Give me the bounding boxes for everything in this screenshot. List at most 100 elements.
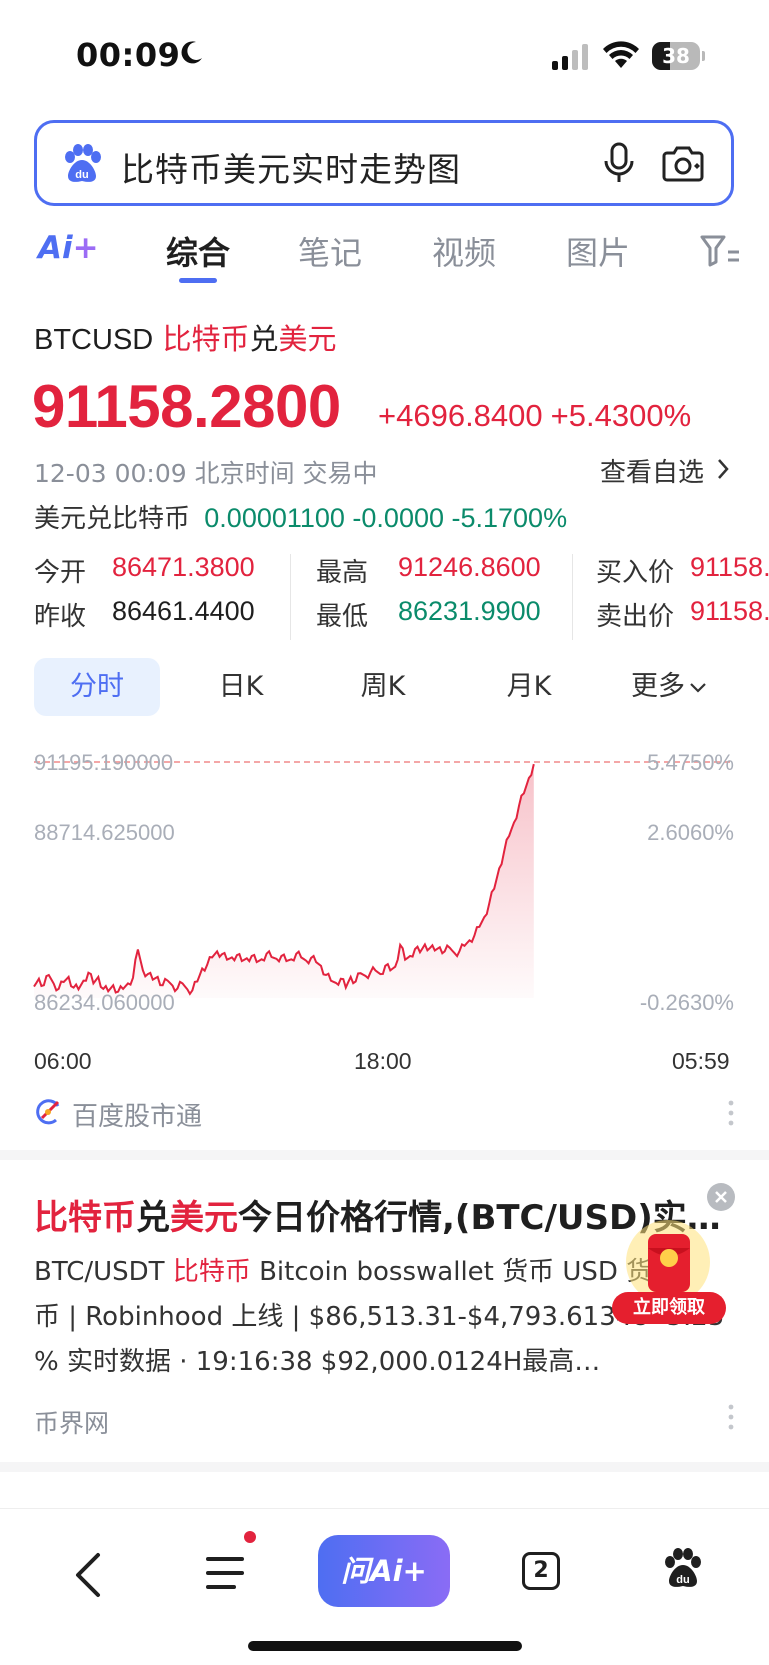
- period-tab-weekly[interactable]: 周K: [360, 671, 406, 702]
- chevron-down-icon: [690, 682, 706, 693]
- change-percent: +5.4300%: [550, 398, 692, 433]
- x-tick: 06:00: [34, 1048, 92, 1074]
- status-time: 00:09: [76, 36, 181, 74]
- moon-icon: [181, 41, 202, 64]
- high-value: 91246.8600: [398, 552, 541, 582]
- snippet-line-1: BTC/USDT 比特币 Bitcoin bosswallet 货币 USD 货: [34, 1250, 734, 1295]
- period-tab-monthly[interactable]: 月K: [506, 671, 552, 702]
- result-snippet: BTC/USDT 比特币 Bitcoin bosswallet 货币 USD 货…: [34, 1250, 734, 1385]
- close-icon[interactable]: [706, 1182, 736, 1212]
- red-packet-icon[interactable]: [610, 1218, 726, 1324]
- result-title-link[interactable]: 比特币兑美元今日价格行情,(BTC/USD)实…: [34, 1190, 734, 1239]
- price-chart[interactable]: 91195.190000 88714.625000 86234.060000 5…: [0, 740, 769, 1080]
- ask-ai-button[interactable]: 问Ai+: [318, 1535, 450, 1607]
- tab-ai[interactable]: Ai+: [38, 230, 99, 266]
- snippet-line-3: % 实时数据 · 19:16:38 $92,000.0124H最高…: [34, 1347, 601, 1377]
- stock-connect-logo-icon: [36, 1099, 60, 1125]
- period-tab-intraday[interactable]: 分时: [34, 658, 160, 716]
- open-label: 今开: [34, 558, 87, 588]
- tabs-count-button[interactable]: 2: [522, 1552, 560, 1590]
- x-tick: 18:00: [354, 1048, 412, 1074]
- chart-source-row[interactable]: 百度股市通: [34, 1096, 734, 1132]
- search-box[interactable]: du 比特币美元实时走势图: [34, 120, 734, 206]
- ask-label: 卖出价: [596, 602, 675, 632]
- snippet-line-2: 币 | Robinhood 上线 | $86,513.31-$4,793.613…: [34, 1302, 725, 1332]
- svg-text:du: du: [676, 1574, 689, 1586]
- stock-name-part2: 美元: [278, 322, 337, 356]
- low-label: 最低: [316, 602, 369, 632]
- camera-search-icon[interactable]: [661, 143, 705, 183]
- chart-source-name: 百度股市通: [72, 1102, 203, 1132]
- y-left-tick: 91195.190000: [34, 750, 174, 775]
- status-bar: 00:09 38: [0, 0, 769, 110]
- tab-ai-label: Ai: [38, 230, 73, 266]
- cellular-signal-icon: [552, 44, 588, 70]
- claim-now-button[interactable]: 立即领取: [612, 1292, 726, 1324]
- stock-code: BTCUSD: [34, 324, 154, 356]
- period-tab-more[interactable]: 更多: [606, 658, 732, 716]
- stock-title[interactable]: BTCUSD 比特币兑美元: [34, 316, 337, 358]
- snippet-text: BTC/USDT: [34, 1257, 173, 1287]
- active-tab-indicator: [179, 278, 217, 283]
- tab-comprehensive[interactable]: 综合: [166, 234, 231, 272]
- filter-icon[interactable]: [700, 234, 740, 268]
- stock-name-part1: 比特币: [162, 322, 250, 356]
- y-left-tick: 88714.625000: [34, 820, 175, 845]
- view-watchlist-link[interactable]: 查看自选: [600, 458, 705, 488]
- quote-grid: 今开 86471.3800 昨收 86461.4400 最高 91246.860…: [34, 552, 769, 648]
- ai-plus-mark: +: [72, 230, 99, 266]
- wifi-icon: [603, 41, 639, 68]
- home-indicator: [248, 1641, 522, 1651]
- svg-text:du: du: [75, 169, 88, 181]
- y-right-tick: -0.2630%: [639, 990, 734, 1015]
- chart-canvas[interactable]: [0, 740, 769, 1040]
- search-tabs: Ai+ 综合 笔记 视频 图片: [0, 224, 769, 284]
- reverse-rate-value: 0.00001100 -0.0000 -5.1700%: [204, 503, 568, 533]
- tab-notes[interactable]: 笔记: [298, 234, 363, 272]
- battery-level: 38: [662, 44, 690, 68]
- title-keyword-1: 比特币: [34, 1198, 136, 1238]
- x-tick: 05:59: [672, 1048, 730, 1074]
- search-input[interactable]: 比特币美元实时走势图: [121, 150, 461, 189]
- period-more-label: 更多: [631, 671, 685, 702]
- high-label: 最高: [316, 558, 369, 588]
- reverse-rate-row: 美元兑比特币 0.00001100 -0.0000 -5.1700%: [34, 498, 567, 535]
- battery-icon: 38: [652, 42, 705, 70]
- chevron-right-icon[interactable]: [716, 458, 730, 480]
- bid-label: 买入价: [596, 558, 675, 588]
- snippet-text: Bitcoin bosswallet 货币 USD 货: [250, 1257, 653, 1287]
- chart-area-fill: [34, 764, 534, 998]
- ask-value: 91158.5: [690, 596, 769, 626]
- menu-icon[interactable]: [204, 1551, 254, 1595]
- bottom-navigation: 问Ai+ 2 du: [0, 1508, 769, 1665]
- microphone-icon[interactable]: [599, 141, 639, 185]
- open-value: 86471.3800: [112, 552, 255, 582]
- current-price: 91158.2800: [32, 373, 341, 440]
- bid-value: 91158.: [690, 552, 769, 582]
- y-right-tick: 2.6060%: [647, 820, 734, 845]
- quote-divider: [290, 554, 291, 640]
- snippet-keyword: 比特币: [172, 1257, 251, 1287]
- more-options-icon[interactable]: [728, 1404, 734, 1430]
- y-right-tick: 5.4750%: [647, 750, 734, 775]
- change-amount: +4696.8400: [378, 398, 543, 433]
- tab-images[interactable]: 图片: [566, 234, 631, 272]
- y-left-tick: 86234.060000: [34, 990, 175, 1015]
- period-tab-daily[interactable]: 日K: [218, 671, 264, 702]
- price-change: +4696.8400 +5.4300%: [378, 398, 699, 434]
- stock-name-join: 兑: [249, 322, 279, 356]
- tab-videos[interactable]: 视频: [432, 234, 497, 272]
- back-arrow-icon[interactable]: [70, 1551, 104, 1599]
- section-divider: [0, 1150, 769, 1160]
- result-source: 币界网: [34, 1409, 110, 1438]
- baidu-paw-icon: du: [65, 144, 101, 182]
- trade-meta: 12-03 00:09 北京时间 交易中: [34, 459, 378, 488]
- reverse-rate-label: 美元兑比特币: [34, 504, 191, 534]
- title-join: 兑: [136, 1198, 170, 1238]
- prev-close-value: 86461.4400: [112, 596, 255, 626]
- baidu-home-icon[interactable]: du: [662, 1547, 704, 1591]
- more-options-icon[interactable]: [728, 1100, 734, 1126]
- chart-price-line: [33, 763, 535, 996]
- quote-divider: [572, 554, 573, 640]
- low-value: 86231.9900: [398, 596, 541, 626]
